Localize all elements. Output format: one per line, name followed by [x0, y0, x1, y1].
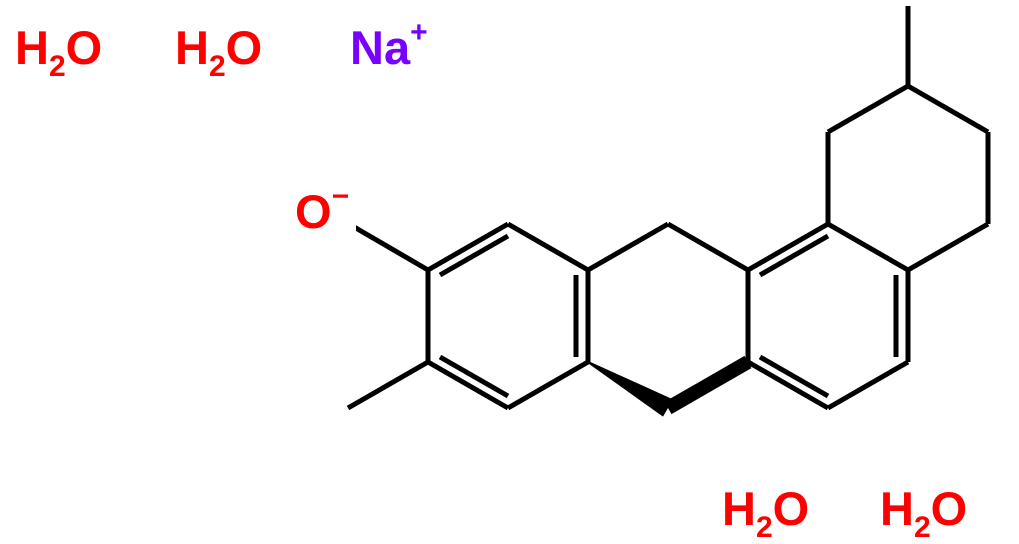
svg-text:H2O: H2O [880, 482, 967, 544]
svg-text:H2O: H2O [15, 21, 102, 83]
svg-text:H2O: H2O [175, 21, 262, 83]
svg-text:H2O: H2O [722, 482, 809, 544]
svg-text:Na+: Na+ [350, 16, 428, 74]
